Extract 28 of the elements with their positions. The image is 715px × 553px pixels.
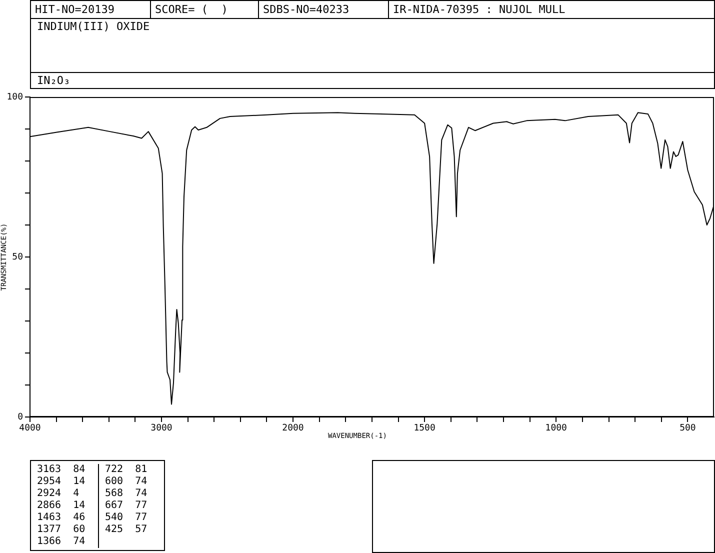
x-tick-label: 500: [680, 424, 696, 434]
chart-title: INDIUM(III) OXIDE: [31, 19, 714, 73]
text: SCORE= ( ): [151, 1, 259, 18]
text: SDBS-NO=40233: [259, 1, 389, 18]
x-tick-label: 1500: [414, 424, 436, 434]
y-tick-label: 0: [18, 412, 23, 422]
text: 2924 4: [31, 488, 99, 500]
text: 600 74: [104, 476, 148, 488]
x-tick-label: 2000: [282, 424, 304, 434]
text: 667 77: [104, 500, 148, 512]
text: 1463 46: [31, 512, 99, 524]
x-tick-label: 3000: [150, 424, 172, 434]
x-tick-label: 1000: [545, 424, 567, 434]
text: 425 57: [104, 524, 148, 536]
chart-subtitle: IN₂O₃: [36, 73, 72, 88]
text: 3163 84: [31, 464, 99, 476]
text: 2866 14: [31, 500, 99, 512]
y-tick-label: 100: [6, 92, 23, 102]
y-tick-label: 50: [12, 252, 23, 262]
text: HIT-NO=20139: [31, 1, 151, 18]
text: 568 74: [104, 488, 148, 500]
text: IR-NIDA-70395 : NUJOL MULL: [392, 2, 566, 18]
text: 1366 74: [31, 536, 99, 548]
text: 1377 60: [31, 524, 99, 536]
text: 540 77: [104, 512, 148, 524]
x-tick-label: 4000: [19, 424, 41, 434]
text: 2954 14: [31, 476, 99, 488]
text: 722 81: [104, 464, 148, 476]
